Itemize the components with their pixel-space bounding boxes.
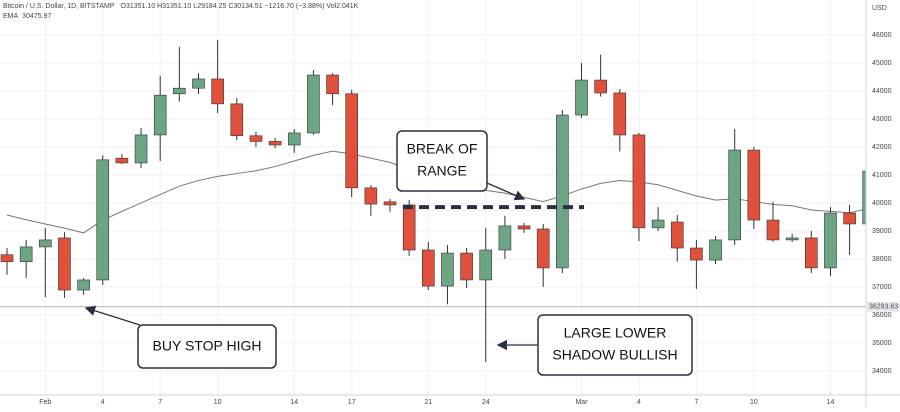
annotation-arrow [486,182,526,201]
annotation-text: RANGE [417,163,467,179]
candle-body [498,225,512,251]
symbol-title: Bitcoin / U.S. Dollar, 1D, BITSTAMP [3,3,115,10]
candle-body [843,212,856,225]
annotation-break-of-range: BREAK OF RANGE [396,130,526,201]
candle-body [613,92,627,136]
price-label: 36293.63 [869,304,898,311]
candle-body [96,159,110,281]
candle-body [19,246,33,263]
candle-body [134,134,148,164]
candle-body [479,249,493,281]
candle-body [460,252,473,281]
y-tick-label: 39000 [872,228,892,235]
x-tick-label: 7 [158,399,162,406]
x-tick-label: 7 [694,399,698,406]
y-tick-label: 35000 [872,340,892,347]
annotation-buy-stop: BUY STOP HIGH [84,305,277,369]
y-tick-label: 37000 [872,284,892,291]
price-label-bg [866,301,900,312]
annotation-text: BREAK OF [407,141,478,157]
candle-body [115,157,129,164]
candle-body [594,79,607,94]
y-tick-label: 43000 [872,116,892,123]
x-tick-label: Feb [39,399,51,406]
annotation-text: LARGE LOWER [564,325,667,341]
y-tick-label: 40000 [872,200,892,207]
y-tick-label: 44000 [872,88,892,95]
y-tick-label: 46000 [872,32,892,39]
annotation-text: BUY STOP HIGH [153,338,262,354]
candle-body [747,149,761,221]
x-tick-label: 24 [482,399,490,406]
candle-body [38,239,52,248]
candle-body [824,212,837,269]
candle-body [862,170,866,225]
candle-body [77,279,90,291]
candle-body [153,94,167,136]
y-tick-label: 34000 [872,368,892,375]
candle-body [249,135,263,142]
axes: 34000 35000 36000 37000 38000 39000 40000 41000… [39,32,900,406]
candle-body [556,114,569,269]
candle-body [766,219,780,241]
candle-body [230,103,244,137]
candle-body [785,237,799,241]
y-tick-label: 38000 [872,256,892,263]
y-tick-label: 36000 [872,312,892,319]
candle-body [575,79,588,116]
candle-body [364,187,378,205]
candle-body [307,74,320,134]
candle-body [632,134,646,229]
annotation-lower-shadow: LARGE LOWER SHADOW BULLISH [496,314,693,376]
x-tick-label: 10 [750,399,758,406]
header: Bitcoin / U.S. Dollar, 1D, BITSTAMP O3135… [3,3,359,10]
annotation-text: SHADOW BULLISH [552,347,677,363]
x-tick-label: 14 [290,399,298,406]
y-tick-label: 45000 [872,60,892,67]
candle-body [58,237,71,291]
candle-body [326,74,339,95]
ohlc-values: O31351.10 H31351.10 L29184.25 C30134.51 … [121,3,359,10]
candle-body [421,249,435,287]
ema-value: 30475.97 [22,13,51,20]
candle-body [651,219,665,229]
candle-body [383,201,397,206]
annotation-arrow [84,305,141,326]
y-tick-label: 41000 [872,172,892,179]
y-tick-label: 42000 [872,144,892,151]
candle-body [211,78,224,105]
candle-body [536,228,550,269]
currency-label: USD [872,5,887,12]
candle-body [192,78,205,89]
candle-body [804,237,818,269]
x-tick-label: 4 [101,399,105,406]
x-tick-label: 10 [214,399,222,406]
x-tick-label: 14 [827,399,835,406]
candle-body [517,225,531,230]
candle-body [268,141,282,146]
annotation-box [137,324,277,369]
x-tick-label: Mar [575,399,588,406]
x-tick-label: 21 [424,399,432,406]
candle-body [670,221,684,249]
candle-body [0,254,14,263]
candle-body [709,239,722,261]
x-tick-label: 4 [637,399,641,406]
candle-body [690,247,703,261]
annotation-box [396,130,488,192]
candle-body [173,87,186,95]
candle-body [441,252,454,287]
ema-legend: EMA 30475.97 [3,13,51,20]
ema-name: EMA [3,13,19,20]
candle-body [287,132,301,146]
candle-body [402,204,416,251]
candle-body [345,93,359,189]
x-tick-label: 17 [348,399,356,406]
candle-body [728,149,742,241]
